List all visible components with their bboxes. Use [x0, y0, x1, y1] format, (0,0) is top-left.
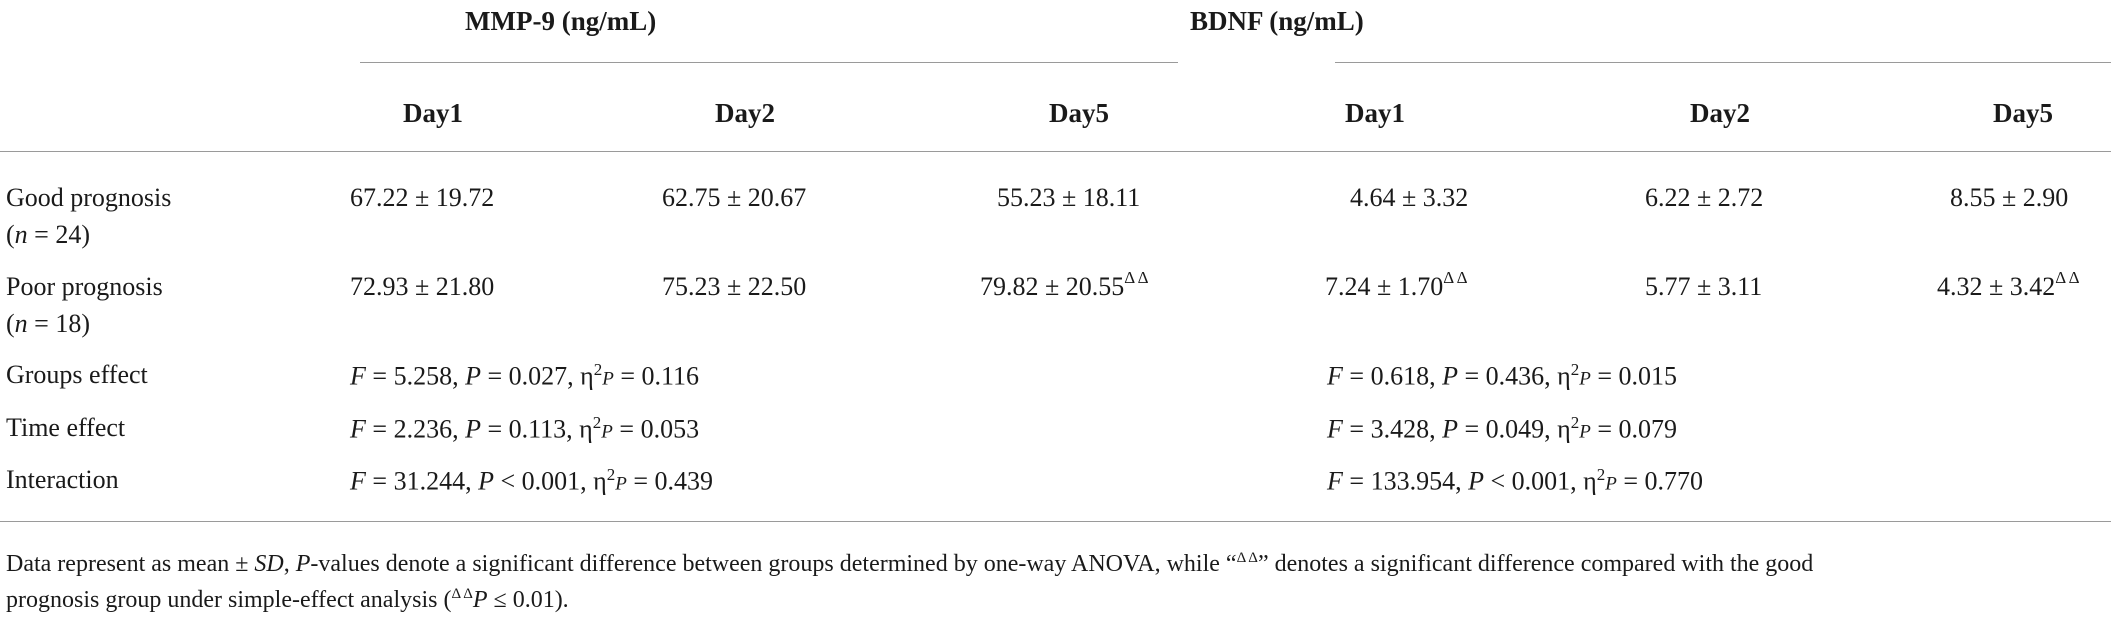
row-label: Groups effect: [6, 360, 148, 389]
table-cell: 4.64 ± 3.32: [1350, 183, 1469, 212]
table-bottom-rule: [0, 521, 2111, 522]
stat-bdnf: F = 3.428, P = 0.049, η2P = 0.079: [1327, 413, 1678, 444]
stat-bdnf: F = 0.618, P = 0.436, η2P = 0.015: [1327, 360, 1678, 391]
group-header-bdnf: BDNF (ng/mL): [1190, 6, 1364, 36]
group-rule-mmp9: [360, 62, 1178, 63]
table-cell: 67.22 ± 19.72: [350, 183, 495, 212]
table-cell: 4.32 ± 3.42Δ Δ: [1937, 268, 2080, 301]
row-label: Good prognosis: [6, 183, 172, 212]
table-cell: 7.24 ± 1.70Δ Δ: [1325, 268, 1468, 301]
table-cell: 8.55 ± 2.90: [1950, 183, 2069, 212]
significance-mark: Δ Δ: [451, 586, 473, 602]
col-header-mmp9-day1: Day1: [403, 98, 463, 128]
table-cell: 72.93 ± 21.80: [350, 272, 495, 301]
group-header-mmp9: MMP-9 (ng/mL): [465, 6, 657, 36]
table-cell: 79.82 ± 20.55Δ Δ: [980, 268, 1149, 301]
row-sublabel: (n = 18): [6, 309, 90, 338]
col-header-mmp9-day2: Day2: [715, 98, 775, 128]
stat-mmp9: F = 5.258, P = 0.027, η2P = 0.116: [350, 360, 700, 391]
table-cell: 5.77 ± 3.11: [1645, 272, 1763, 301]
col-header-bdnf-day2: Day2: [1690, 98, 1750, 128]
stat-mmp9: F = 31.244, P < 0.001, η2P = 0.439: [350, 465, 714, 496]
row-label: Time effect: [6, 413, 126, 442]
col-header-bdnf-day1: Day1: [1345, 98, 1405, 128]
significance-mark: Δ Δ: [1443, 268, 1468, 288]
group-rule-bdnf: [1335, 62, 2111, 63]
row-label: Interaction: [6, 465, 119, 494]
significance-mark: Δ Δ: [1236, 550, 1258, 566]
table-cell: 55.23 ± 18.11: [997, 183, 1141, 212]
table-cell: 75.23 ± 22.50: [662, 272, 807, 301]
col-header-bdnf-day5: Day5: [1993, 98, 2053, 128]
significance-mark: Δ Δ: [1124, 268, 1149, 288]
table-cell: 62.75 ± 20.67: [662, 183, 807, 212]
col-header-mmp9-day5: Day5: [1049, 98, 1109, 128]
table-cell: 6.22 ± 2.72: [1645, 183, 1764, 212]
row-sublabel: (n = 24): [6, 220, 90, 249]
stat-bdnf: F = 133.954, P < 0.001, η2P = 0.770: [1327, 465, 1704, 496]
header-rule: [0, 151, 2111, 152]
stat-mmp9: F = 2.236, P = 0.113, η2P = 0.053: [350, 413, 700, 444]
significance-mark: Δ Δ: [2055, 268, 2080, 288]
row-label: Poor prognosis: [6, 272, 163, 301]
table-footnote-line2: prognosis group under simple-effect anal…: [6, 586, 569, 613]
table-footnote-line1: Data represent as mean ± SD, P-values de…: [6, 550, 1814, 577]
